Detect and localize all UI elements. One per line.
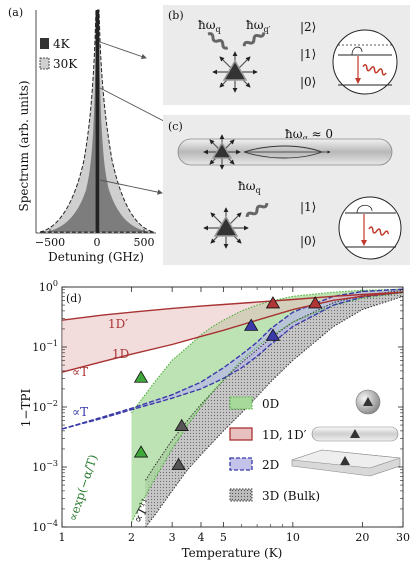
band-upper-0d — [131, 288, 404, 414]
legend-4k-label: 4K — [53, 37, 71, 51]
panel-b-label: (b) — [168, 9, 184, 22]
panel-c-label: (c) — [168, 120, 183, 133]
marker-3d — [174, 418, 189, 431]
annotation-1d: 1D — [112, 347, 129, 361]
panel-a-xtick: 0 — [94, 236, 101, 249]
arrow-to-c2 — [99, 179, 163, 195]
zero-phonon-line — [95, 10, 100, 233]
band-upper-3d — [145, 289, 404, 481]
level-0-label-c: |0⟩ — [300, 234, 316, 248]
marker-2d — [243, 318, 259, 331]
level-1-label: |1⟩ — [300, 47, 316, 61]
nanowire-emitter-icon — [350, 429, 360, 438]
y-axis-label: 1−TPI — [19, 388, 33, 427]
legend-4k-swatch — [40, 38, 49, 49]
y-tick-label: 10−3 — [32, 459, 58, 474]
x-tick-label: 10 — [286, 531, 300, 544]
panel-c: (c) ħωq ≈ 0 ħωq — [163, 115, 410, 265]
legend-3d-swatch — [229, 488, 253, 502]
marker-0d — [133, 370, 149, 383]
marker-layer — [133, 296, 323, 471]
photon-wave-b — [362, 64, 387, 76]
line-1d-prime — [61, 291, 404, 321]
x-tick-label: 20 — [355, 531, 369, 544]
sphere-emitter-icon — [363, 397, 373, 406]
marker-1d — [308, 296, 323, 309]
level-2-label: |2⟩ — [300, 20, 316, 34]
photon-wave-c — [368, 226, 389, 236]
membrane-emitter-icon — [340, 456, 350, 465]
level-0-label: |0⟩ — [300, 75, 316, 89]
x-tick-label: 1 — [59, 531, 66, 544]
marker-0d — [133, 445, 149, 458]
level-diagram-b — [332, 29, 398, 95]
marker-3d — [171, 457, 186, 471]
panel-a-label: (a) — [8, 6, 23, 19]
emitter-b — [212, 51, 258, 93]
annotation-1d-prime: 1D′ — [108, 317, 128, 331]
legend-1d-swatch — [229, 427, 253, 441]
panel-a: (a) Spectrum (arb. units) 4K 30K −500 0 … — [8, 6, 213, 264]
panel-a-xtick: −500 — [35, 236, 65, 249]
x-tick-label: 2 — [128, 531, 135, 544]
x-tick-label: 30 — [396, 531, 410, 544]
band-lower-2d — [61, 291, 404, 430]
marker-2d — [265, 328, 281, 341]
phonon-wave-c — [245, 202, 269, 218]
annotation-t-upper: ∝T — [72, 365, 88, 379]
phonon-wave-out — [242, 32, 266, 47]
panel-a-xtick: 500 — [134, 236, 155, 249]
annotation-t-lower: ∝T — [72, 405, 88, 419]
band-0d — [131, 289, 403, 523]
tick-layer: 100 10−1 10−2 10−3 10−41 2 3 4 5 10 20 30 — [32, 279, 410, 544]
transition-loop-c — [356, 204, 373, 214]
band-upper-2d — [61, 288, 404, 430]
chart-legend: 0D 1D, 1D′ 2D 3D (Bulk) — [229, 389, 401, 503]
y-tick-label: 10−1 — [32, 339, 58, 354]
phonon-wave-in — [207, 32, 229, 50]
annotation-exp: ∝exp(−α/T) — [66, 453, 101, 523]
legend-0d-swatch — [229, 396, 253, 410]
marker-1d — [265, 296, 281, 309]
y-tick-label: 10−2 — [32, 399, 58, 414]
legend-2d-label: 2D — [262, 458, 279, 472]
legend-1d-label: 1D, 1D′ — [262, 428, 307, 442]
zero-phonon-label: ħωq ≈ 0 — [285, 127, 333, 143]
phonon-label-q: ħωq — [198, 18, 221, 34]
legend-0d-label: 0D — [262, 397, 279, 411]
panel-b: (b) ħωq ħωq′ |2⟩ |1⟩ |0⟩ — [163, 5, 410, 105]
band-1d — [62, 292, 403, 373]
level-1-label-c: |1⟩ — [300, 200, 316, 214]
line-1d — [61, 291, 404, 373]
legend-30k-swatch — [39, 57, 50, 70]
x-tick-label: 4 — [197, 531, 204, 544]
legend-3d-label: 3D (Bulk) — [262, 489, 320, 503]
panel-a-xlabel: Detuning (GHz) — [48, 250, 144, 264]
legend-30k-label: 30K — [53, 57, 78, 71]
x-axis-label: Temperature (K) — [182, 546, 283, 560]
phonon-label-c: ħωq — [238, 179, 261, 195]
annotation-t11: ∝T11 — [130, 497, 154, 526]
y-tick-label: 100 — [39, 279, 58, 294]
panel-d: (d) 100 10−1 10−2 10−3 10−41 2 3 4 5 10 20 30 1−TPI… — [19, 279, 410, 560]
emitter-c-top — [203, 134, 241, 170]
x-tick-label: 5 — [220, 531, 227, 544]
panel-d-label: (d) — [66, 292, 82, 305]
phonon-label-q-prime: ħωq′ — [246, 18, 271, 34]
line-layer — [61, 288, 404, 528]
arrow-to-b — [99, 41, 147, 60]
transition-loop — [351, 46, 363, 56]
panel-a-ylabel: Spectrum (arb. units) — [17, 80, 31, 211]
x-tick-label: 3 — [169, 531, 176, 544]
y-tick-label: 10−4 — [32, 519, 58, 534]
legend-2d-swatch — [229, 457, 253, 471]
emitter-c-bottom — [203, 207, 249, 249]
